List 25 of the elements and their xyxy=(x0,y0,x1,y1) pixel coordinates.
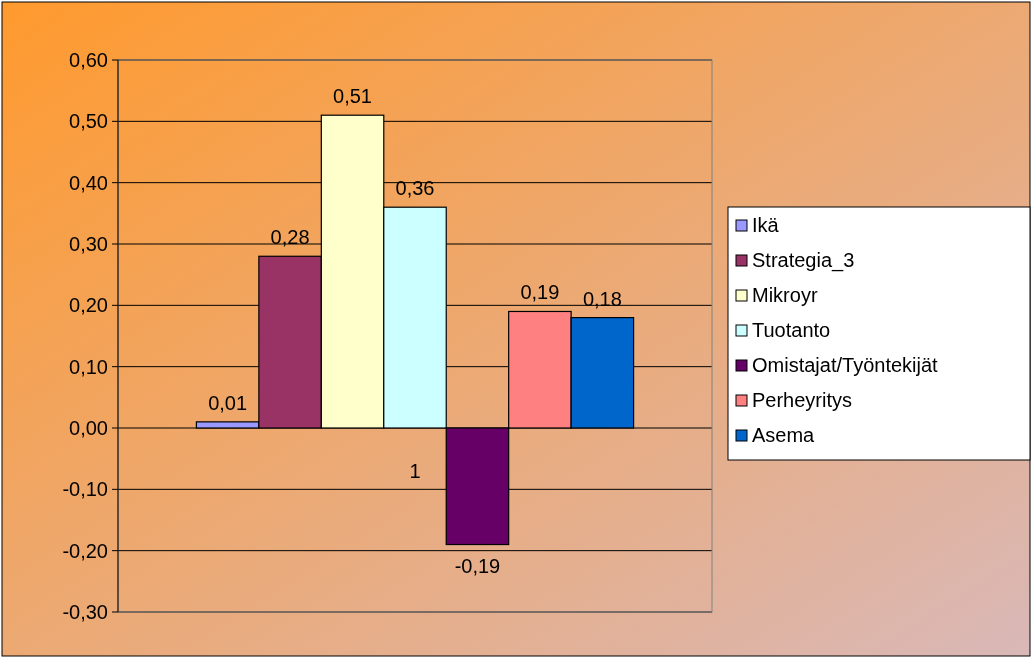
y-tick-label: 0,20 xyxy=(69,294,108,317)
data-label: -0,19 xyxy=(454,554,501,577)
y-tick-label: 0,50 xyxy=(69,110,108,133)
legend-label: Ikä xyxy=(752,214,780,236)
legend-label: Omistajat/Työntekijät xyxy=(752,354,939,376)
y-tick-label: 0,60 xyxy=(69,49,108,71)
y-tick-label: 0,00 xyxy=(69,417,108,439)
y-tick-label: -0,30 xyxy=(62,601,108,623)
data-label: 0,28 xyxy=(270,226,310,249)
y-tick-label: 0,30 xyxy=(69,233,108,255)
data-label: 0,01 xyxy=(208,391,248,414)
data-label: 0,18 xyxy=(582,287,622,310)
data-label: 0,19 xyxy=(520,281,560,304)
legend-label: Strategia_3 xyxy=(752,249,855,272)
x-tick-label: 1 xyxy=(409,460,421,482)
legend-label: Perheyritys xyxy=(752,389,853,411)
legend-label: Mikroyr xyxy=(752,284,818,306)
data-label: 0,36 xyxy=(395,177,435,200)
y-tick-label: 0,10 xyxy=(69,355,108,378)
data-label: 0,51 xyxy=(333,85,373,108)
legend-label: Tuotanto xyxy=(752,319,831,341)
y-tick-label: 0,40 xyxy=(69,171,108,194)
legend-label: Asema xyxy=(752,424,816,446)
y-tick-label: -0,10 xyxy=(62,478,108,501)
y-tick-label: -0,20 xyxy=(62,539,108,562)
